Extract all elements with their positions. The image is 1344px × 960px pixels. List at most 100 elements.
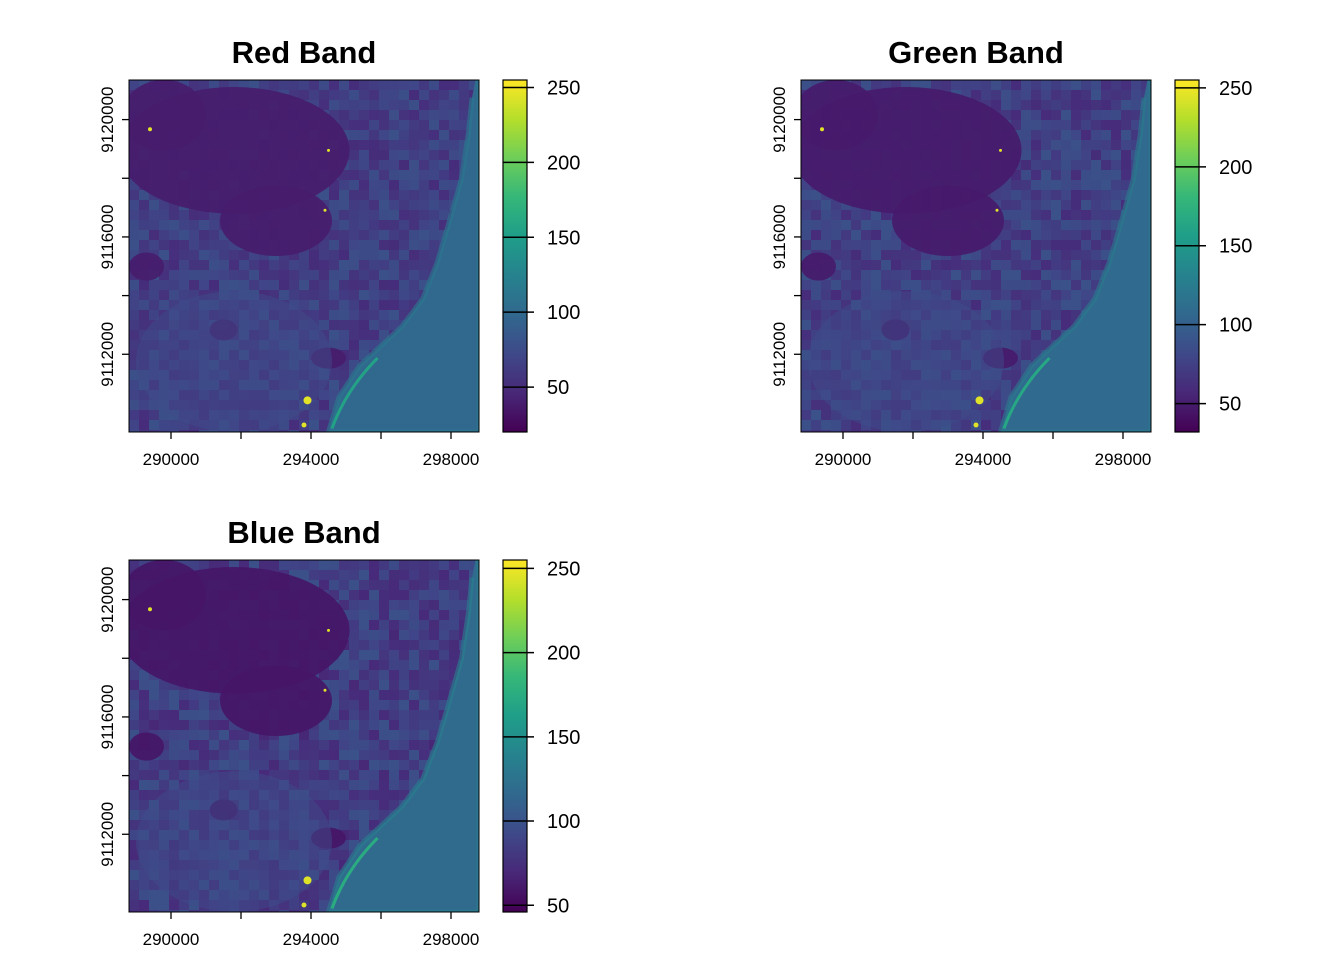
land-cell (1011, 170, 1021, 180)
land-cell (349, 310, 359, 320)
urban-area (136, 771, 332, 912)
land-cell (359, 730, 369, 740)
land-cell (129, 420, 139, 430)
land-cell (429, 80, 439, 90)
land-cell (449, 630, 459, 640)
land-cell (449, 670, 459, 680)
land-cell (369, 150, 379, 160)
land-cell (1021, 300, 1031, 310)
land-cell (1031, 140, 1041, 150)
land-cell (1011, 330, 1021, 340)
land-cell (379, 600, 389, 610)
land-cell (1051, 170, 1061, 180)
land-cell (1081, 300, 1091, 310)
colorbar-tick-label: 250 (547, 77, 580, 99)
land-cell (409, 140, 419, 150)
land-cell (329, 870, 339, 880)
land-cell (459, 580, 469, 590)
land-cell (1131, 130, 1141, 140)
land-cell (159, 260, 169, 270)
land-cell (991, 280, 1001, 290)
land-cell (179, 210, 189, 220)
land-cell (1031, 160, 1041, 170)
land-cell (349, 580, 359, 590)
land-cell (1011, 120, 1021, 130)
land-cell (409, 90, 419, 100)
land-cell (1111, 100, 1121, 110)
land-cell (1111, 120, 1121, 130)
land-cell (199, 730, 209, 740)
land-cell (811, 420, 821, 430)
land-cell (419, 660, 429, 670)
land-cell (419, 730, 429, 740)
land-cell (139, 400, 149, 410)
land-cell (149, 210, 159, 220)
colorbar-tick-label: 50 (547, 895, 569, 917)
land-cell (981, 250, 991, 260)
land-cell (249, 760, 259, 770)
land-cell (881, 270, 891, 280)
land-cell (1031, 310, 1041, 320)
land-cell (439, 580, 449, 590)
land-cell (1021, 110, 1031, 120)
land-cell (449, 660, 459, 670)
land-cell (179, 430, 189, 432)
land-cell (169, 230, 179, 240)
land-cell (831, 260, 841, 270)
land-cell (319, 80, 329, 90)
plot-frame (128, 79, 480, 433)
land-cell (389, 760, 399, 770)
land-cell (369, 650, 379, 660)
land-cell (901, 250, 911, 260)
land-cell (309, 260, 319, 270)
land-cell (179, 240, 189, 250)
land-cell (329, 800, 339, 810)
land-cell (851, 260, 861, 270)
land-cell (399, 120, 409, 130)
vegetation-patch (129, 732, 164, 761)
land-cell (399, 90, 409, 100)
land-cell (139, 670, 149, 680)
land-cell (1071, 250, 1081, 260)
land-cell (309, 890, 319, 900)
land-cell (309, 770, 319, 780)
land-cell (329, 680, 339, 690)
land-cell (1111, 110, 1121, 120)
land-cell (319, 270, 329, 280)
land-cell (149, 690, 159, 700)
land-cell (811, 200, 821, 210)
land-cell (369, 90, 379, 100)
land-cell (801, 430, 811, 432)
land-cell (349, 640, 359, 650)
land-cell (209, 910, 219, 912)
land-cell (349, 350, 359, 360)
land-cell (971, 250, 981, 260)
land-cell (951, 80, 961, 90)
land-cell (219, 730, 229, 740)
land-cell (189, 710, 199, 720)
land-cell (409, 210, 419, 220)
land-cell (389, 730, 399, 740)
y-tick-label: 9116000 (98, 204, 117, 269)
land-cell (249, 270, 259, 280)
land-cell (359, 260, 369, 270)
land-cell (981, 260, 991, 270)
land-cell (189, 760, 199, 770)
land-cell (379, 300, 389, 310)
land-cell (469, 80, 479, 90)
land-cell (199, 210, 209, 220)
land-cell (871, 210, 881, 220)
x-tick-label: 294000 (283, 930, 340, 949)
land-cell (1121, 130, 1131, 140)
land-cell (1111, 220, 1121, 230)
land-cell (349, 140, 359, 150)
land-cell (449, 80, 459, 90)
land-cell (369, 310, 379, 320)
land-cell (359, 340, 369, 350)
land-cell (409, 80, 419, 90)
land-cell (931, 260, 941, 270)
land-cell (339, 280, 349, 290)
land-cell (139, 200, 149, 210)
land-cell (319, 670, 329, 680)
